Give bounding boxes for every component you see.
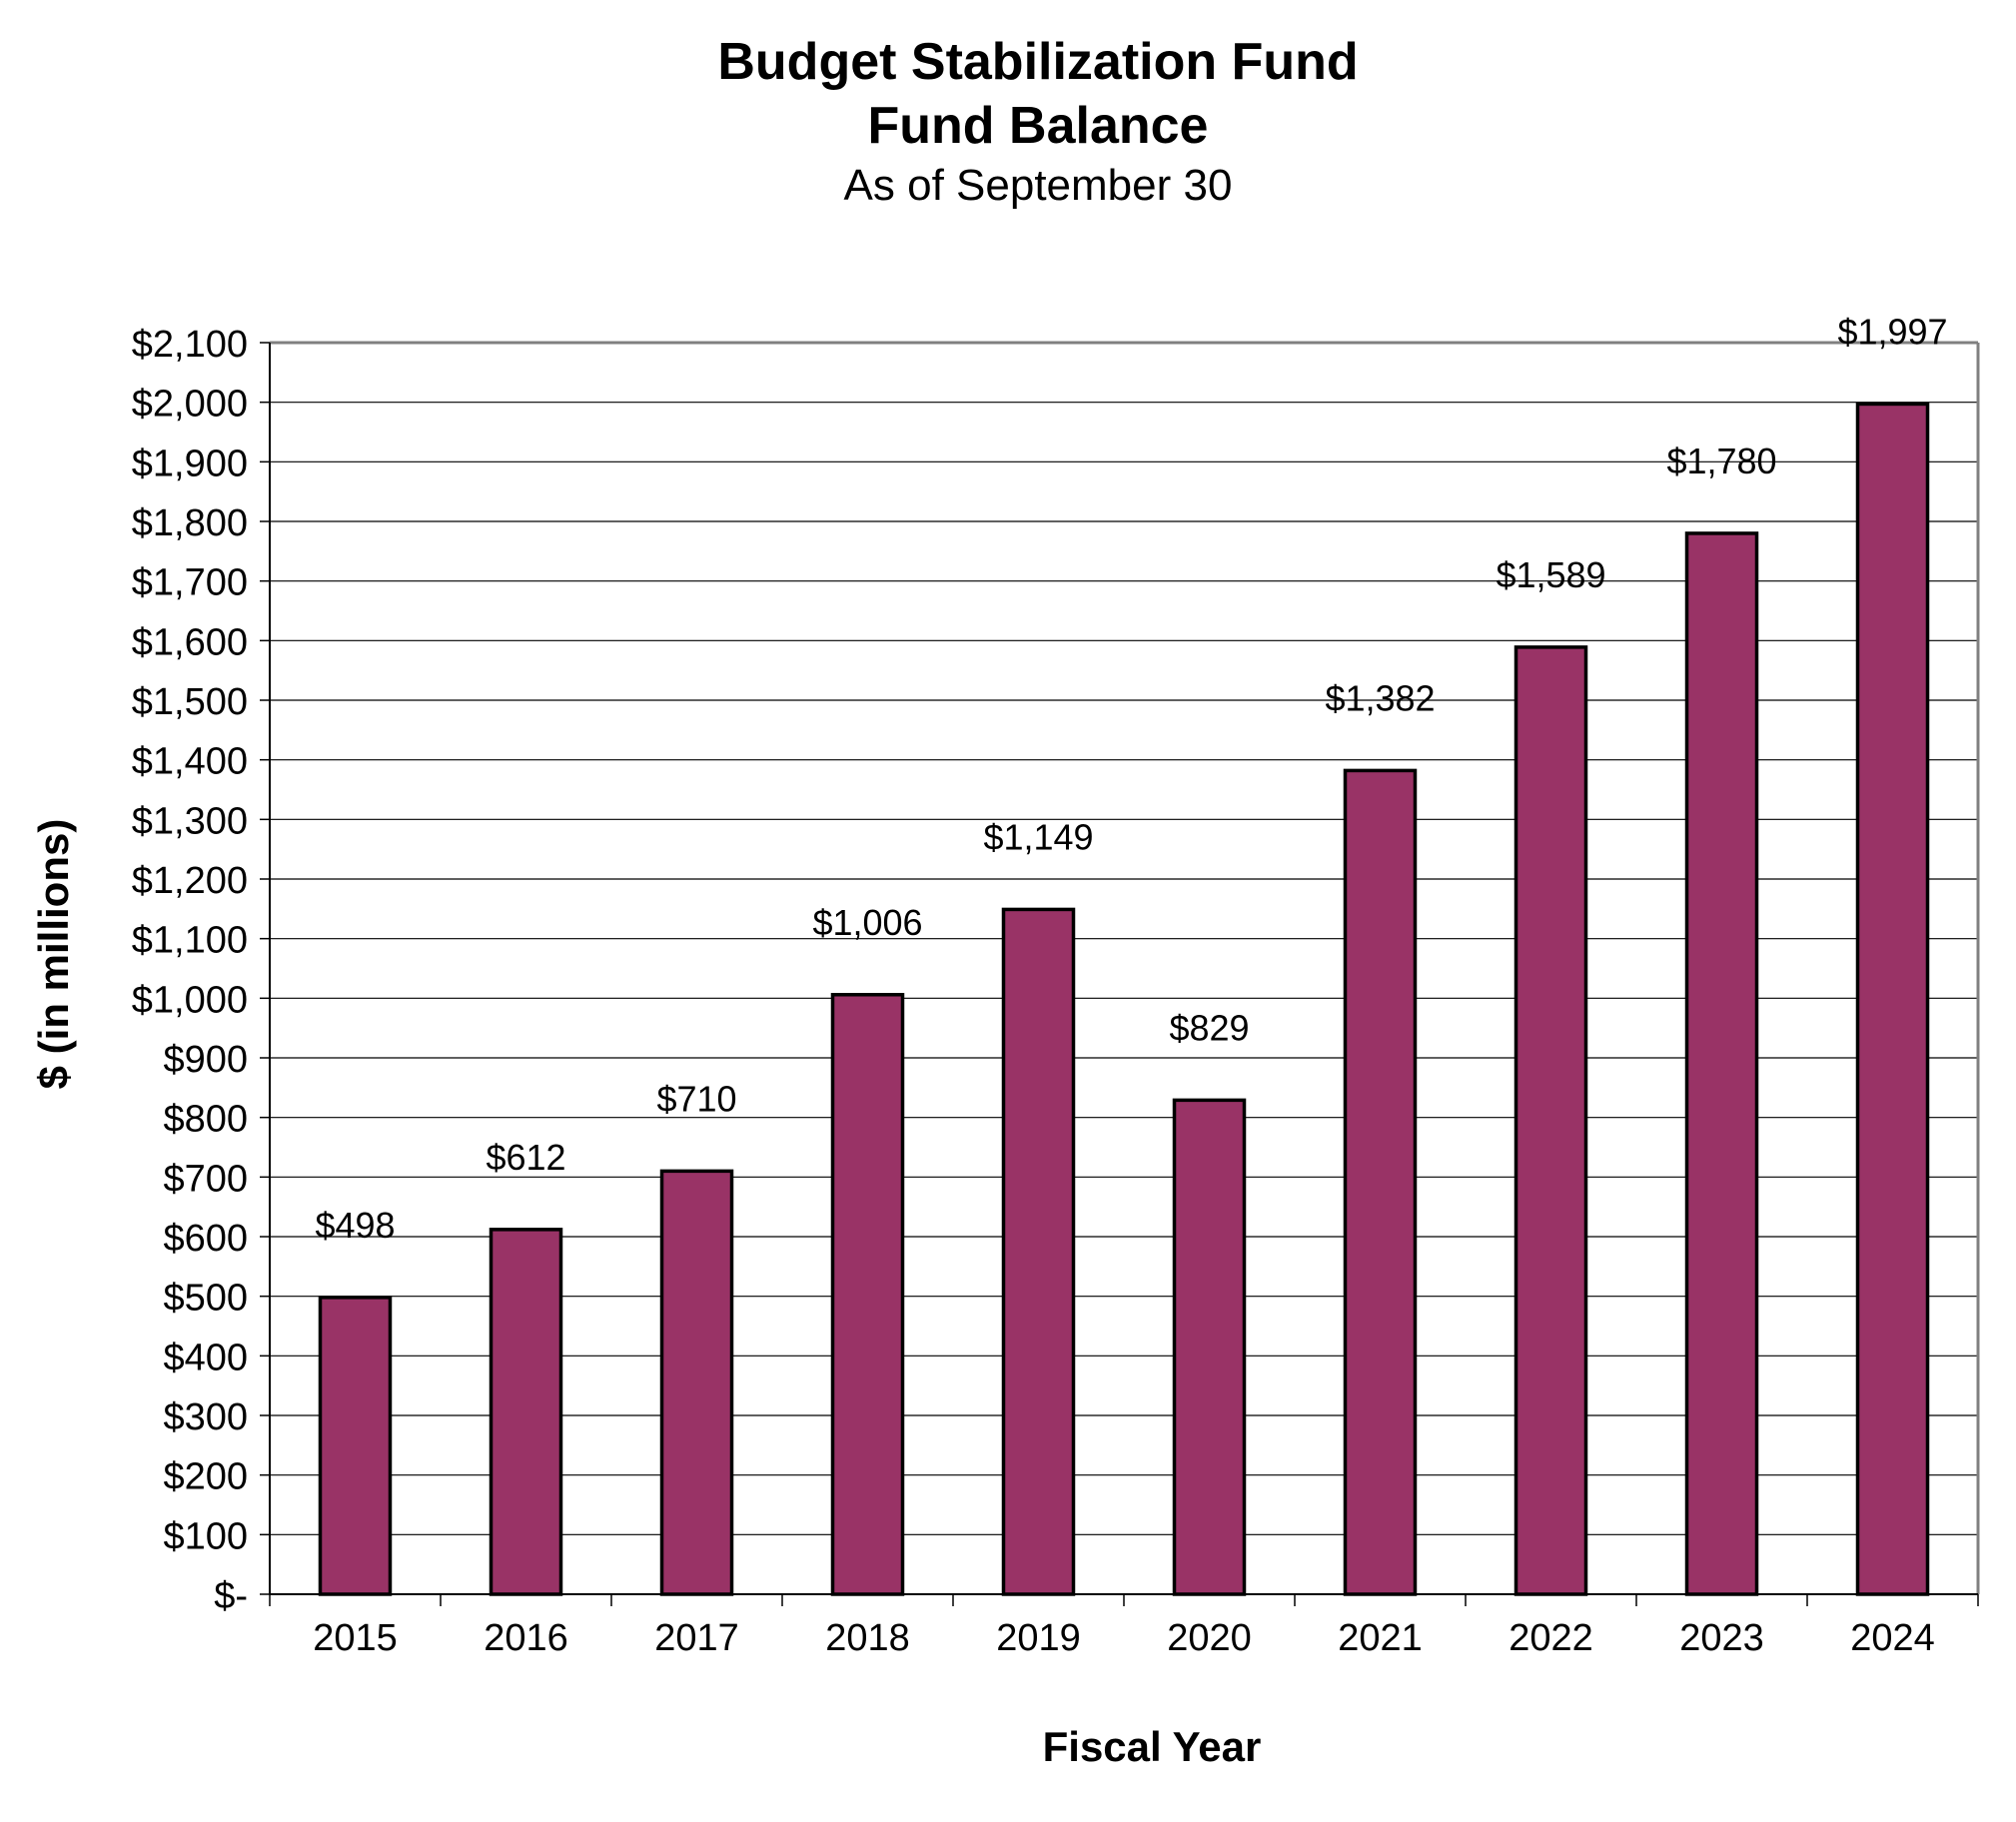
y-tick-label: $300 [163, 1396, 248, 1438]
bar-2018 [830, 993, 905, 1596]
data-label: $1,780 [1666, 441, 1776, 481]
y-tick-label: $1,400 [132, 741, 248, 783]
y-tick-label: $1,000 [132, 979, 248, 1021]
bar-2016 [489, 1228, 563, 1596]
x-tick-label: 2022 [1509, 1617, 1593, 1659]
bar-2021 [1343, 768, 1418, 1596]
x-tick-label: 2020 [1167, 1617, 1252, 1659]
x-tick-label: 2023 [1679, 1617, 1764, 1659]
bar-2020 [1172, 1098, 1247, 1596]
y-tick-label: $1,800 [132, 502, 248, 544]
y-tick-label: $400 [163, 1337, 248, 1378]
y-tick-label: $1,700 [132, 562, 248, 604]
data-label: $1,997 [1837, 311, 1947, 352]
y-tick-label: $200 [163, 1456, 248, 1498]
data-label: $1,149 [983, 816, 1093, 857]
bar-2024 [1855, 402, 1930, 1596]
x-axis-label: Fiscal Year [1043, 1723, 1262, 1770]
y-tick-label: $1,300 [132, 800, 248, 842]
labels: $- $100 $200 $300 $400 $500 $600 $700 $800 $900 $1… [132, 311, 1948, 1659]
bar-2022 [1513, 645, 1588, 1596]
axes [260, 341, 1980, 1606]
bars [318, 402, 1930, 1596]
x-tick-label: 2017 [654, 1617, 739, 1659]
data-label: $1,382 [1325, 677, 1435, 718]
y-tick-label: $- [214, 1575, 248, 1617]
y-tick-label: $1,500 [132, 681, 248, 723]
x-tick-label: 2024 [1850, 1617, 1935, 1659]
data-label: $612 [486, 1137, 565, 1178]
chart-title: Budget Stabilization Fund [717, 33, 1359, 91]
x-tick-label: 2021 [1338, 1617, 1423, 1659]
y-tick-label: $1,600 [132, 621, 248, 663]
bar-2019 [1001, 907, 1076, 1596]
y-tick-label: $1,200 [132, 860, 248, 902]
data-label: $1,006 [812, 902, 922, 943]
x-tick-label: 2016 [484, 1617, 568, 1659]
bar-2023 [1684, 531, 1759, 1596]
data-label: $710 [656, 1078, 736, 1119]
data-label: $829 [1169, 1007, 1249, 1048]
y-tick-label: $800 [163, 1099, 248, 1141]
y-tick-label: $1,900 [132, 443, 248, 484]
y-tick-label: $1,100 [132, 920, 248, 962]
data-label: $498 [315, 1205, 395, 1246]
y-tick-label: $900 [163, 1039, 248, 1081]
bar-2015 [318, 1296, 393, 1596]
y-tick-label: $700 [163, 1158, 248, 1200]
y-tick-label: $500 [163, 1278, 248, 1320]
chart-title-line2: Fund Balance [867, 97, 1209, 155]
x-tick-label: 2018 [825, 1617, 910, 1659]
y-tick-label: $600 [163, 1218, 248, 1260]
chart-title-block: Budget Stabilization Fund Fund Balance A… [0, 30, 2016, 214]
data-label: $1,589 [1496, 554, 1605, 595]
y-tick-label: $100 [163, 1515, 248, 1557]
y-tick-label: $2,000 [132, 384, 248, 426]
x-tick-label: 2015 [313, 1617, 398, 1659]
y-tick-label: $2,100 [132, 324, 248, 366]
chart-subtitle: As of September 30 [843, 161, 1233, 210]
bar-2017 [659, 1169, 734, 1596]
x-tick-label: 2019 [996, 1617, 1081, 1659]
y-axis-label: $ (in millions) [30, 819, 77, 1090]
